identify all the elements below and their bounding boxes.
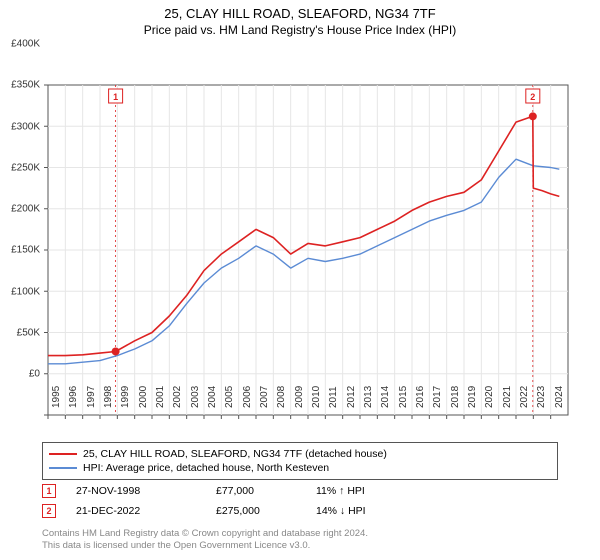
xtick-label: 2012	[346, 386, 357, 408]
ytick-label: £350K	[11, 80, 40, 91]
xtick-label: 2008	[276, 386, 287, 408]
xtick-label: 2018	[450, 386, 461, 408]
xtick-label: 2023	[536, 386, 547, 408]
xtick-label: 2000	[138, 386, 149, 408]
ytick-label: £250K	[11, 162, 40, 173]
xtick-label: 2019	[467, 386, 478, 408]
xtick-label: 2020	[484, 386, 495, 408]
line-chart: 12	[0, 41, 600, 475]
xtick-label: 2010	[311, 386, 322, 408]
legend-label: HPI: Average price, detached house, Nort…	[83, 462, 329, 474]
chart-title: 25, CLAY HILL ROAD, SLEAFORD, NG34 7TF	[0, 0, 600, 21]
xtick-label: 2022	[519, 386, 530, 408]
ytick-label: £400K	[11, 39, 40, 50]
xtick-label: 2024	[554, 386, 565, 408]
sale-marker-icon: 1	[42, 484, 56, 498]
xtick-label: 2002	[172, 386, 183, 408]
xtick-label: 2009	[294, 386, 305, 408]
xtick-label: 2017	[432, 386, 443, 408]
ytick-label: £100K	[11, 286, 40, 297]
sale-delta: 11% ↑ HPI	[316, 485, 365, 497]
sale-date: 27-NOV-1998	[76, 485, 196, 497]
sale-price: £77,000	[216, 485, 296, 497]
ytick-label: £150K	[11, 245, 40, 256]
xtick-label: 2014	[380, 386, 391, 408]
sale-price: £275,000	[216, 505, 296, 517]
svg-text:2: 2	[530, 92, 535, 102]
footer-text: Contains HM Land Registry data © Crown c…	[42, 528, 558, 553]
xtick-label: 2013	[363, 386, 374, 408]
xtick-label: 2006	[242, 386, 253, 408]
footer-line1: Contains HM Land Registry data © Crown c…	[42, 528, 558, 540]
legend-box: 25, CLAY HILL ROAD, SLEAFORD, NG34 7TF (…	[42, 442, 558, 480]
xtick-label: 1995	[51, 386, 62, 408]
xtick-label: 2021	[502, 386, 513, 408]
xtick-label: 1997	[86, 386, 97, 408]
xtick-label: 2004	[207, 386, 218, 408]
sale-delta: 14% ↓ HPI	[316, 505, 366, 517]
ytick-label: £0	[29, 369, 40, 380]
legend-row: 25, CLAY HILL ROAD, SLEAFORD, NG34 7TF (…	[49, 447, 551, 461]
xtick-label: 2015	[398, 386, 409, 408]
sale-date: 21-DEC-2022	[76, 505, 196, 517]
ytick-label: £50K	[17, 327, 40, 338]
xtick-label: 2003	[190, 386, 201, 408]
chart-container: 25, CLAY HILL ROAD, SLEAFORD, NG34 7TF P…	[0, 0, 600, 560]
xtick-label: 2016	[415, 386, 426, 408]
chart-subtitle: Price paid vs. HM Land Registry's House …	[0, 21, 600, 41]
sale-row: 1 27-NOV-1998 £77,000 11% ↑ HPI	[42, 484, 558, 498]
xtick-label: 1998	[103, 386, 114, 408]
xtick-label: 2007	[259, 386, 270, 408]
footer-line2: This data is licensed under the Open Gov…	[42, 540, 558, 552]
xtick-label: 1996	[68, 386, 79, 408]
ytick-label: £200K	[11, 204, 40, 215]
sale-row: 2 21-DEC-2022 £275,000 14% ↓ HPI	[42, 504, 558, 518]
xtick-label: 1999	[120, 386, 131, 408]
xtick-label: 2005	[224, 386, 235, 408]
legend-swatch	[49, 467, 77, 469]
legend-swatch	[49, 453, 77, 455]
ytick-label: £300K	[11, 121, 40, 132]
xtick-label: 2011	[328, 386, 339, 408]
sale-marker-icon: 2	[42, 504, 56, 518]
legend-row: HPI: Average price, detached house, Nort…	[49, 461, 551, 475]
svg-text:1: 1	[113, 92, 118, 102]
legend-label: 25, CLAY HILL ROAD, SLEAFORD, NG34 7TF (…	[83, 448, 387, 460]
xtick-label: 2001	[155, 386, 166, 408]
